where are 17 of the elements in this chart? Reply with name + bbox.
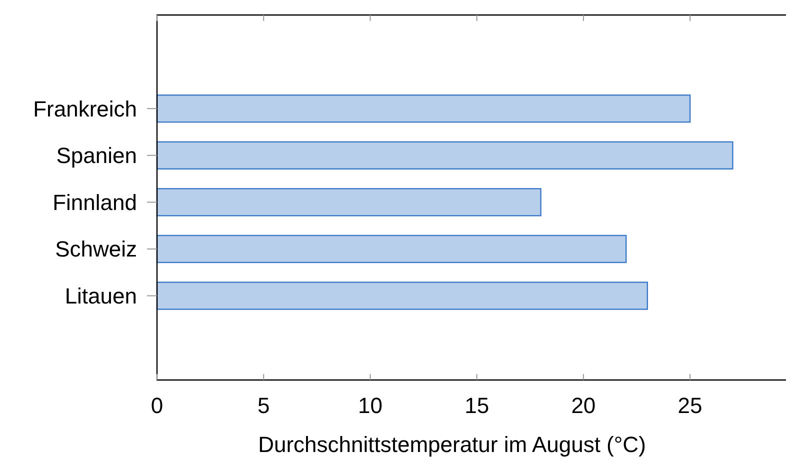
x-tick-label: 10 [358, 393, 382, 418]
bar [156, 94, 691, 123]
x-tick-label: 25 [678, 393, 702, 418]
y-tick-label: Litauen [64, 283, 137, 308]
x-tick-label: 0 [150, 393, 164, 418]
bar [156, 141, 734, 170]
y-tick-label: Frankreich [33, 96, 137, 122]
bar [156, 234, 627, 264]
x-tick-label: 20 [571, 393, 596, 418]
x-tick-label: 5 [257, 393, 270, 418]
x-axis-title: Durchschnittstemperatur im August (°C) [258, 432, 646, 457]
y-tick-label: Spanien [56, 143, 137, 168]
x-tick-label: 15 [464, 393, 490, 418]
bar [156, 188, 542, 216]
y-tick-label: Finnland [52, 190, 137, 215]
y-tick-label: Schweiz [55, 236, 137, 262]
bar [156, 282, 648, 310]
